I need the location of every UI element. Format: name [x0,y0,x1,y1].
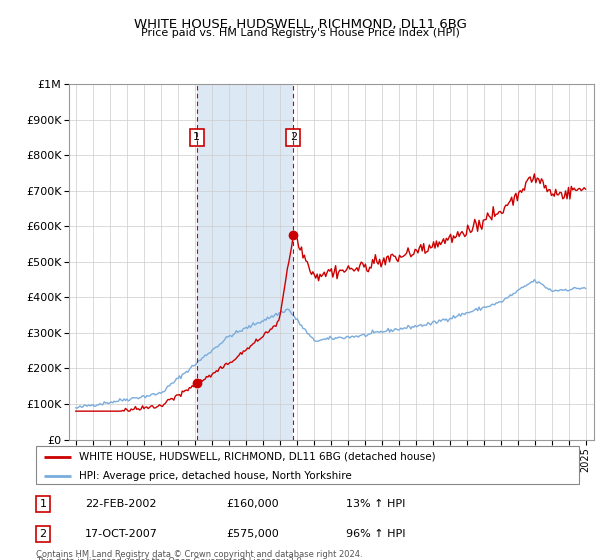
Text: £575,000: £575,000 [226,529,279,539]
Text: 22-FEB-2002: 22-FEB-2002 [85,500,157,509]
Text: 96% ↑ HPI: 96% ↑ HPI [346,529,405,539]
Text: Price paid vs. HM Land Registry's House Price Index (HPI): Price paid vs. HM Land Registry's House … [140,28,460,38]
Text: £160,000: £160,000 [226,500,278,509]
Text: 2: 2 [290,132,297,142]
FancyBboxPatch shape [36,446,579,484]
Text: 13% ↑ HPI: 13% ↑ HPI [346,500,405,509]
Text: 17-OCT-2007: 17-OCT-2007 [85,529,158,539]
Text: WHITE HOUSE, HUDSWELL, RICHMOND, DL11 6BG: WHITE HOUSE, HUDSWELL, RICHMOND, DL11 6B… [134,18,466,31]
Bar [197,84,293,440]
Text: This data is licensed under the Open Government Licence v3.0.: This data is licensed under the Open Gov… [36,557,304,560]
Text: 1: 1 [40,500,47,509]
Text: 1: 1 [193,132,200,142]
Text: 2: 2 [40,529,47,539]
Text: Contains HM Land Registry data © Crown copyright and database right 2024.: Contains HM Land Registry data © Crown c… [36,550,362,559]
Text: WHITE HOUSE, HUDSWELL, RICHMOND, DL11 6BG (detached house): WHITE HOUSE, HUDSWELL, RICHMOND, DL11 6B… [79,452,436,462]
Text: HPI: Average price, detached house, North Yorkshire: HPI: Average price, detached house, Nort… [79,471,352,481]
